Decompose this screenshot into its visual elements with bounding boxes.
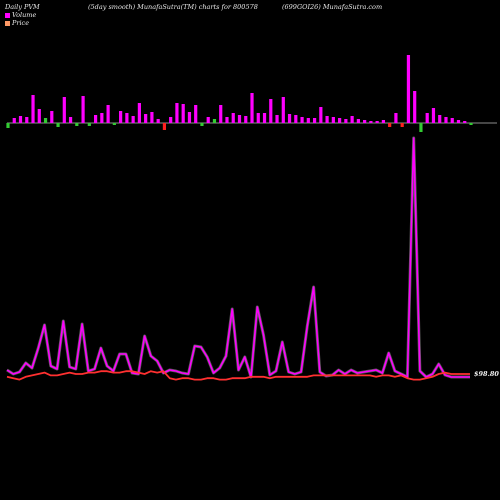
volume-bar xyxy=(175,103,179,123)
volume-bar xyxy=(219,105,223,123)
volume-smooth-line xyxy=(6,137,470,378)
volume-bar xyxy=(150,112,154,123)
volume-bar xyxy=(75,123,79,126)
price-line xyxy=(6,370,470,381)
volume-bar xyxy=(463,121,467,123)
volume-bar xyxy=(431,108,436,123)
volume-bar xyxy=(194,105,198,123)
legend-volume: Volume xyxy=(5,11,36,19)
volume-bar xyxy=(6,123,10,128)
volume-bar xyxy=(300,117,304,123)
volume-bar xyxy=(62,97,66,123)
volume-bar xyxy=(231,113,235,123)
volume-bar xyxy=(444,117,448,123)
volume-bar xyxy=(363,120,367,123)
volume-bar xyxy=(319,107,323,123)
volume-bar xyxy=(237,115,242,123)
volume-bar xyxy=(144,114,148,123)
legend-price: Price xyxy=(5,19,29,27)
volume-bar xyxy=(50,111,54,123)
volume-bar xyxy=(225,117,229,123)
volume-bar xyxy=(212,119,217,123)
volume-bar xyxy=(469,123,473,125)
volume-bar xyxy=(43,118,48,123)
volume-bar xyxy=(106,105,110,123)
volume-bar xyxy=(81,96,85,123)
volume-bar xyxy=(93,115,98,123)
volume-bar xyxy=(425,113,429,123)
volume-bar xyxy=(256,113,260,123)
volume-bar xyxy=(131,116,135,123)
volume-bar xyxy=(25,117,29,123)
price-value-label: $98.80 xyxy=(474,370,499,378)
legend-volume-swatch xyxy=(5,13,10,18)
volume-bar xyxy=(275,115,279,123)
volume-bar xyxy=(250,93,254,123)
volume-bar xyxy=(100,113,104,123)
chart-header-left: Daily PVM xyxy=(5,3,40,11)
legend-price-label: Price xyxy=(12,19,30,27)
chart-header-right: (699GOI26) MunafaSutra.com xyxy=(282,3,383,11)
volume-bar xyxy=(187,112,192,123)
volume-bar xyxy=(119,111,123,123)
volume-bar xyxy=(375,121,379,123)
volume-bar xyxy=(112,123,116,125)
volume-bar xyxy=(87,123,91,126)
volume-bar xyxy=(18,116,23,123)
volume-bar xyxy=(68,117,73,123)
volume-bar xyxy=(338,118,342,123)
volume-bar xyxy=(12,118,16,123)
volume-bar xyxy=(344,119,348,123)
volume-bar xyxy=(413,91,417,123)
volume-bar xyxy=(137,103,141,123)
volume-bar xyxy=(406,55,411,123)
volume-smooth-glow xyxy=(6,136,470,379)
volume-bar xyxy=(31,95,35,123)
volume-bar xyxy=(356,119,360,123)
volume-bar xyxy=(56,123,60,127)
volume-bar xyxy=(181,104,185,123)
volume-bar xyxy=(169,117,173,123)
volume-bar xyxy=(450,118,454,123)
volume-bar xyxy=(438,115,442,123)
volume-bar xyxy=(125,113,129,123)
chart-header-center: (5day smooth) MunafaSutra(TM) charts for… xyxy=(88,3,258,11)
volume-bar xyxy=(281,97,285,123)
volume-bar xyxy=(262,113,267,123)
volume-bar xyxy=(369,121,373,123)
volume-bar xyxy=(394,113,398,123)
volume-bar xyxy=(162,123,167,130)
volume-bar xyxy=(294,115,298,123)
volume-bar xyxy=(156,119,160,123)
volume-bar xyxy=(312,118,317,123)
volume-bar xyxy=(400,123,404,127)
volume-bar xyxy=(306,118,310,123)
volume-bar xyxy=(331,117,335,123)
legend-volume-label: Volume xyxy=(12,11,37,19)
legend-price-swatch xyxy=(5,21,10,26)
volume-bar xyxy=(244,116,248,123)
volume-bar xyxy=(388,123,392,127)
volume-bar xyxy=(419,123,423,132)
volume-bar xyxy=(381,120,386,123)
volume-bar xyxy=(350,116,354,123)
volume-bar xyxy=(287,114,292,123)
volume-bar xyxy=(269,99,273,123)
volume-bar xyxy=(37,109,41,123)
volume-bar xyxy=(456,120,461,123)
volume-bar xyxy=(325,116,329,123)
volume-bar xyxy=(206,117,210,123)
volume-bar xyxy=(200,123,204,126)
